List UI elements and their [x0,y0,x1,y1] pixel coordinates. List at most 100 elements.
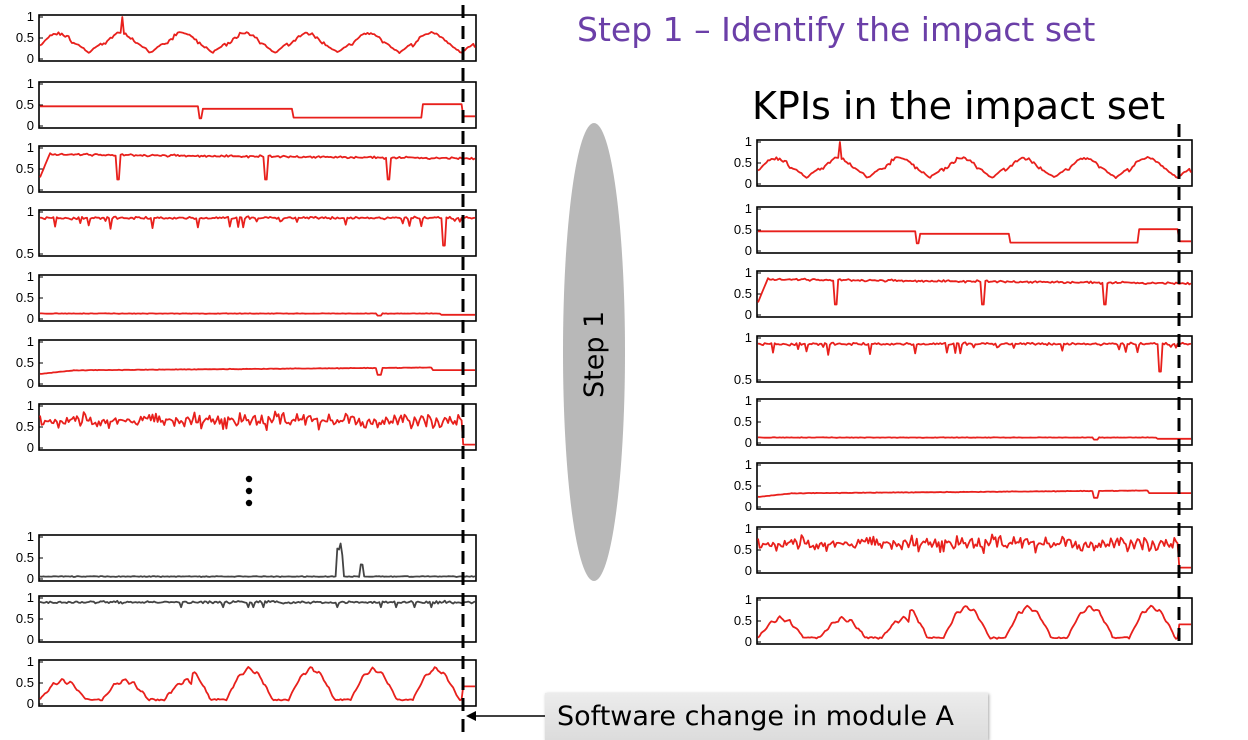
kpi-series-line [39,666,475,702]
all-kpi-panel: 00.51 [16,9,477,66]
y-tick-label: 0 [745,563,752,578]
y-tick-label: 0.5 [16,97,34,112]
y-tick-label: 0 [27,182,34,197]
y-tick-label: 1 [27,204,34,219]
kpi-series-line [40,312,475,317]
y-tick-label: 1 [27,334,34,349]
kpi-series-line [757,604,1191,640]
y-tick-label: 0.5 [16,550,34,565]
kpi-series-line [757,489,1191,499]
all-kpi-panel: 00.51 [16,269,477,326]
y-tick-label: 0 [745,634,752,649]
y-tick-label: 1 [745,457,752,472]
y-tick-label: 0.5 [16,290,34,305]
y-tick-label: 1 [27,398,34,413]
kpi-series-line [757,533,1191,569]
y-tick-label: 1 [27,76,34,91]
kpi-series-line [39,366,475,376]
kpi-series-line [39,410,475,446]
page-title: Step 1 – Identify the impact set [577,10,1096,49]
software-change-callout: Software change in module A [545,693,988,740]
y-tick-label: 0 [27,696,34,711]
y-tick-label: 0 [27,440,34,455]
y-tick-label: 0 [745,243,752,258]
all-kpi-panel: 00.51 [16,140,477,197]
y-tick-label: 0.5 [734,613,752,628]
y-tick-label: 0.5 [16,161,34,176]
y-tick-label: 0.5 [16,611,34,626]
all-kpi-panel: 0.51 [16,204,477,261]
step-ellipse [563,123,625,581]
plot-frame [38,209,477,257]
y-tick-label: 0 [745,435,752,450]
kpi-series-line [39,16,476,54]
y-tick-label: 0.5 [16,675,34,690]
y-tick-label: 1 [27,654,34,669]
impact-set-heading: KPIs in the impact set [752,84,1166,128]
y-tick-label: 0.5 [16,355,34,370]
plot-frame [756,270,1193,318]
step-label: Step 1 [579,311,610,398]
y-tick-label: 1 [745,592,752,607]
plot-frame [756,335,1193,383]
y-tick-label: 1 [745,521,752,536]
y-tick-label: 0.5 [734,286,752,301]
y-tick-label: 0.5 [16,419,34,434]
y-tick-label: 0.5 [16,30,34,45]
y-tick-label: 1 [745,201,752,216]
plot-frame [38,145,477,193]
plot-frame [38,534,477,582]
all-kpi-panels: 00.5100.5100.510.5100.5100.5100.5100.510… [16,9,477,711]
impact-set-kpi-panel: 00.51 [734,393,1193,450]
y-tick-label: 1 [745,330,752,345]
all-kpi-panel: 00.51 [16,334,477,391]
y-tick-label: 1 [745,134,752,149]
kpi-series-line [39,215,476,247]
all-kpi-panel: 00.51 [16,398,477,455]
y-tick-label: 0.5 [734,542,752,557]
y-tick-label: 0 [27,376,34,391]
all-kpi-panel: 00.51 [16,654,477,711]
all-kpi-panel: 00.51 [16,590,477,647]
plot-frame [756,206,1193,254]
impact-set-kpi-panel: 00.51 [734,592,1193,649]
y-tick-label: 1 [27,9,34,24]
kpi-series-line [757,277,1192,306]
y-tick-label: 0.5 [734,372,752,387]
impact-set-kpi-panel: 00.51 [734,134,1193,191]
all-kpi-panel: 00.51 [16,529,477,586]
y-tick-label: 0 [745,307,752,322]
impact-set-kpi-panel: 00.51 [734,521,1193,578]
kpi-series-line [39,542,476,578]
y-tick-label: 0.5 [734,155,752,170]
impact-set-kpi-panel: 0.51 [734,330,1193,387]
kpi-series-line [757,341,1192,373]
y-tick-label: 0 [27,571,34,586]
impact-set-kpi-panel: 00.51 [734,457,1193,514]
y-tick-label: 0 [745,176,752,191]
kpi-series-line [758,228,1191,245]
impact-set-kpi-panel: 00.51 [734,265,1193,322]
kpi-series-line [40,103,475,120]
plot-frame [756,462,1193,510]
callout-arrow [466,711,545,721]
kpi-series-line [757,141,1192,179]
y-tick-label: 0 [27,51,34,66]
kpi-series-line [39,152,476,181]
y-tick-label: 0.5 [734,478,752,493]
plot-frame [38,339,477,387]
plot-frame [38,81,477,129]
kpi-series-line [39,599,476,609]
impact-set-kpi-panel: 00.51 [734,201,1193,258]
y-tick-label: 0.5 [734,414,752,429]
y-tick-label: 0 [27,118,34,133]
kpi-series-line [758,436,1191,441]
y-tick-label: 1 [27,269,34,284]
y-tick-label: 1 [745,393,752,408]
more-kpis-ellipsis [245,475,253,507]
y-tick-label: 0.5 [734,222,752,237]
y-tick-label: 1 [27,529,34,544]
y-tick-label: 0 [27,311,34,326]
